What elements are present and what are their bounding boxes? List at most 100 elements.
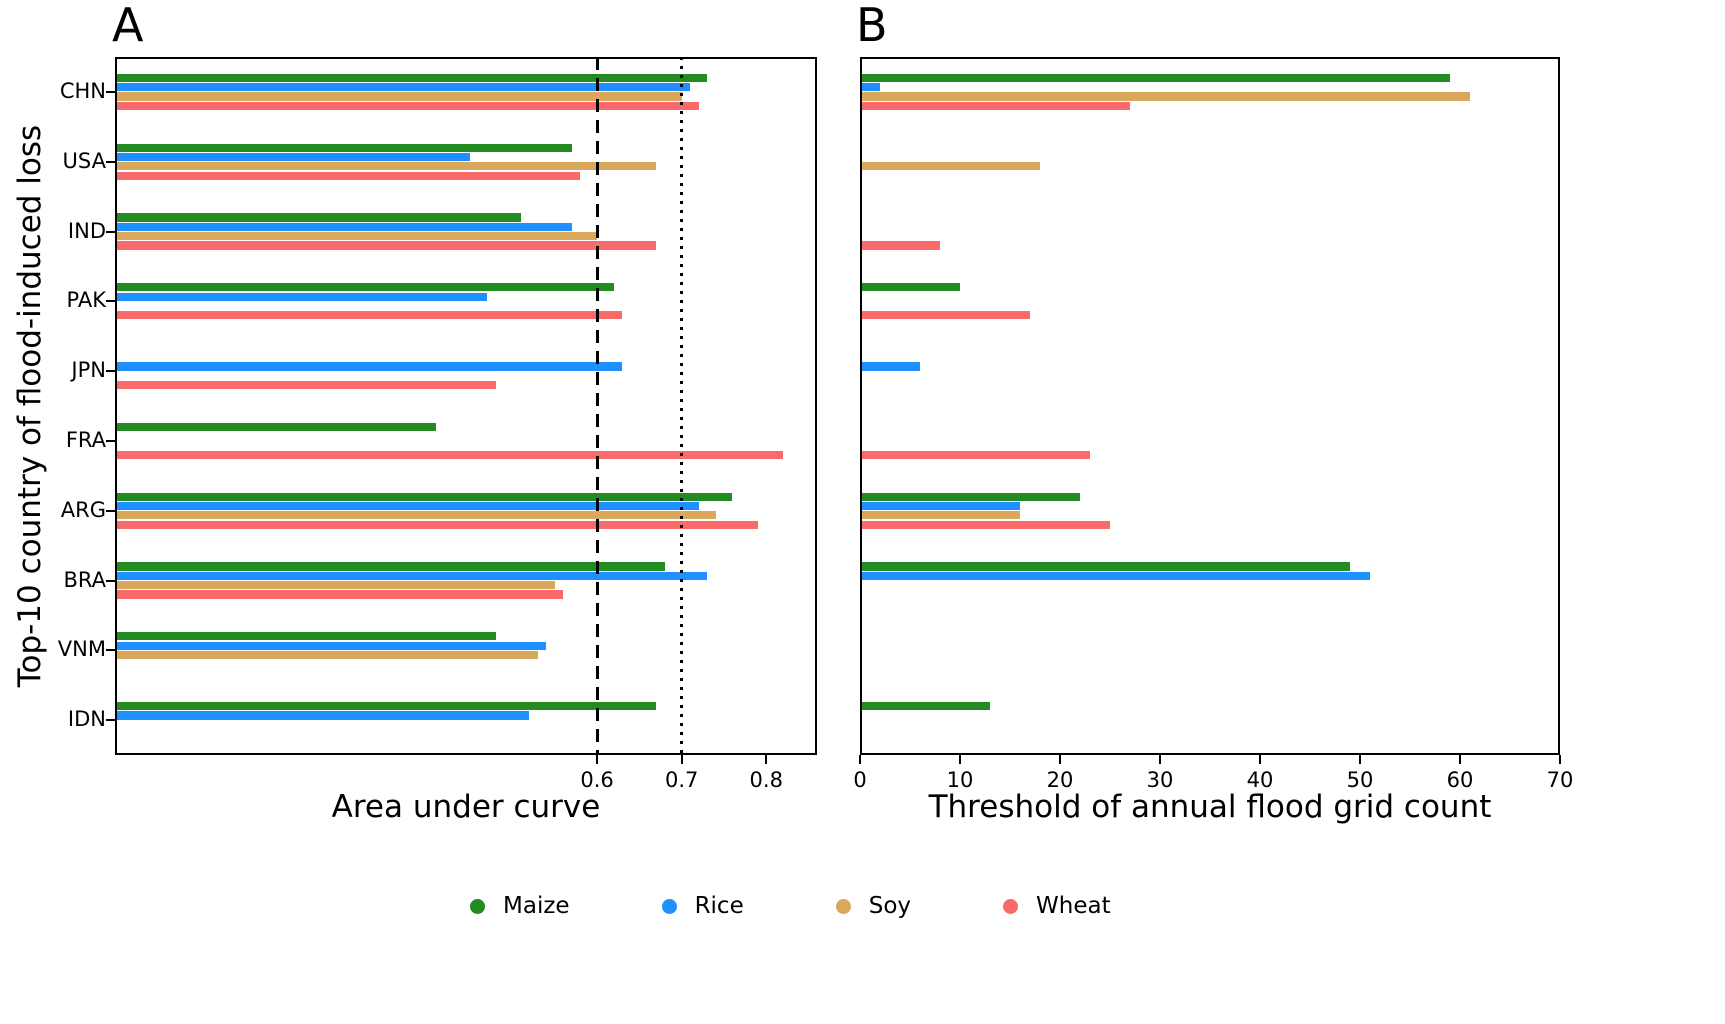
bar-arg-soy xyxy=(117,511,716,520)
bar-chn-soy xyxy=(862,92,1470,101)
bar-vnm-soy xyxy=(117,650,538,660)
bar-fra-maize xyxy=(117,422,437,431)
bar-fra-wheat xyxy=(117,450,784,459)
panel-a-letter: A xyxy=(112,0,144,52)
x-tick-label-b-50: 50 xyxy=(1346,768,1374,792)
bar-arg-wheat xyxy=(862,520,1110,529)
bar-chn-rice xyxy=(862,83,880,92)
x-tick-label-b-10: 10 xyxy=(946,768,974,792)
y-tick-label-arg: ARG xyxy=(60,497,106,522)
bar-chn-maize xyxy=(117,73,708,82)
bar-bra-rice xyxy=(117,571,708,580)
x-tick-label-b-60: 60 xyxy=(1446,768,1474,792)
x-tick-label-b-70: 70 xyxy=(1546,768,1574,792)
y-tick-idn xyxy=(106,719,115,722)
bar-chn-rice xyxy=(117,83,691,92)
legend-label-wheat: Wheat xyxy=(1036,893,1111,919)
y-tick-chn xyxy=(106,90,115,93)
y-tick-pak xyxy=(106,300,115,303)
x-tick-b-40 xyxy=(1259,755,1261,764)
bar-bra-maize xyxy=(117,562,665,571)
bar-pak-wheat xyxy=(117,311,623,320)
bar-jpn-rice xyxy=(862,362,920,371)
x-tick-label-b-30: 30 xyxy=(1146,768,1174,792)
bar-arg-wheat xyxy=(117,520,758,529)
x-tick-label-a-0.8: 0.8 xyxy=(749,768,783,792)
bar-bra-rice xyxy=(862,571,1370,580)
y-axis-label: Top-10 country of flood-induced loss xyxy=(12,124,48,688)
panel-b-x-axis-label: Threshold of annual flood grid count xyxy=(928,789,1492,825)
legend-item-soy: Soy xyxy=(835,893,911,919)
y-tick-label-fra: FRA xyxy=(65,427,106,452)
y-tick-arg xyxy=(106,509,115,512)
bar-usa-soy xyxy=(862,162,1040,171)
x-tick-b-70 xyxy=(1559,755,1561,764)
bar-jpn-rice xyxy=(117,362,623,371)
x-tick-b-0 xyxy=(859,755,861,764)
soy-color-dot xyxy=(835,898,851,914)
x-tick-label-b-0: 0 xyxy=(853,768,867,792)
wheat-color-dot xyxy=(1003,898,1019,914)
bar-usa-wheat xyxy=(117,171,581,180)
bar-bra-soy xyxy=(117,581,555,590)
rice-color-dot xyxy=(661,898,677,914)
bar-ind-wheat xyxy=(862,241,940,250)
y-tick-label-idn: IDN xyxy=(67,707,106,732)
x-tick-b-50 xyxy=(1359,755,1361,764)
bar-usa-soy xyxy=(117,162,657,171)
bar-idn-maize xyxy=(117,701,657,711)
bar-pak-maize xyxy=(117,283,614,292)
y-tick-bra xyxy=(106,579,115,582)
panel-a-plot xyxy=(115,57,817,755)
bar-chn-maize xyxy=(862,73,1450,82)
maize-color-dot xyxy=(470,898,485,914)
x-tick-label-a-0.6: 0.6 xyxy=(580,768,614,792)
reference-line-0.6 xyxy=(595,57,599,755)
x-tick-a-0.7 xyxy=(680,755,683,764)
x-tick-b-60 xyxy=(1459,755,1461,764)
reference-line-0.7 xyxy=(680,57,684,755)
x-tick-b-30 xyxy=(1159,755,1161,764)
x-tick-a-0.6 xyxy=(596,755,599,764)
bar-vnm-rice xyxy=(117,641,547,650)
bar-idn-rice xyxy=(117,711,530,720)
y-tick-label-jpn: JPN xyxy=(71,358,106,383)
y-tick-label-vnm: VNM xyxy=(57,637,106,662)
y-tick-label-ind: IND xyxy=(67,218,106,243)
y-tick-jpn xyxy=(106,370,115,373)
bar-arg-rice xyxy=(117,501,699,511)
x-tick-b-10 xyxy=(959,755,961,764)
x-tick-b-20 xyxy=(1059,755,1061,764)
legend-item-rice: Rice xyxy=(661,893,744,919)
bar-ind-rice xyxy=(117,222,572,231)
y-tick-label-pak: PAK xyxy=(66,288,106,313)
bar-arg-maize xyxy=(117,492,733,501)
bar-pak-wheat xyxy=(862,311,1030,320)
y-tick-label-usa: USA xyxy=(62,148,106,173)
bar-ind-maize xyxy=(117,213,521,222)
bar-pak-rice xyxy=(117,292,488,301)
bar-arg-soy xyxy=(862,511,1020,520)
panel-b-plot xyxy=(860,57,1560,755)
bar-jpn-wheat xyxy=(117,381,496,390)
y-tick-label-chn: CHN xyxy=(59,78,106,103)
bar-pak-maize xyxy=(862,283,960,292)
bar-arg-maize xyxy=(862,492,1080,501)
bar-vnm-maize xyxy=(117,632,496,641)
bar-ind-soy xyxy=(117,232,598,241)
bar-chn-wheat xyxy=(117,101,699,110)
bar-ind-wheat xyxy=(117,241,657,250)
bar-arg-rice xyxy=(862,501,1020,511)
legend-item-maize: Maize xyxy=(470,893,570,919)
legend-label-maize: Maize xyxy=(503,893,570,919)
y-tick-usa xyxy=(106,160,115,163)
x-tick-label-b-40: 40 xyxy=(1246,768,1274,792)
panel-b-letter: B xyxy=(856,0,888,52)
bar-bra-maize xyxy=(862,562,1350,571)
y-tick-vnm xyxy=(106,649,115,652)
legend: Maize Rice Soy Wheat xyxy=(470,893,1111,919)
bar-usa-rice xyxy=(117,152,471,162)
y-tick-fra xyxy=(106,439,115,442)
x-tick-label-b-20: 20 xyxy=(1046,768,1074,792)
legend-label-rice: Rice xyxy=(694,893,744,919)
